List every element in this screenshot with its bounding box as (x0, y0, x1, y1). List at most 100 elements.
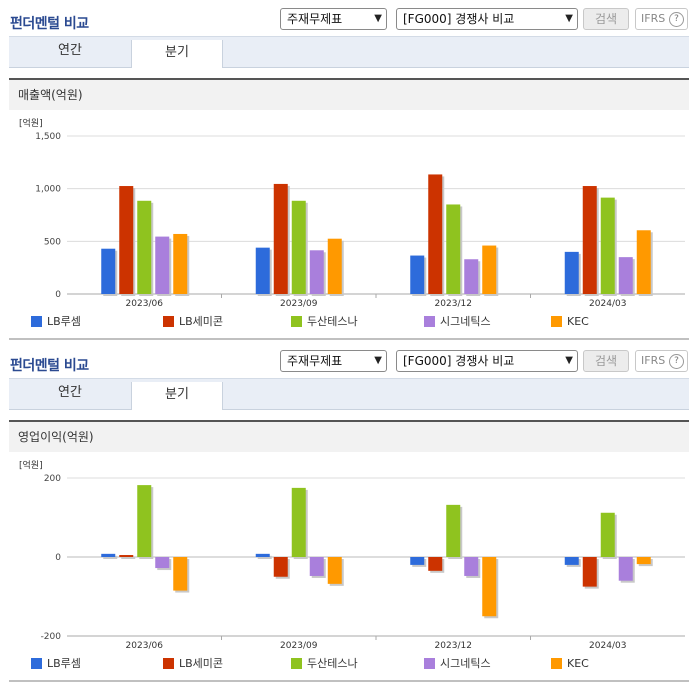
legend-swatch (424, 316, 435, 327)
revenue-chart: [억원] 0 500 1,000 1,500 2023/06 2023/09 2023/12 2… (19, 117, 685, 309)
bar (119, 555, 134, 557)
legend-swatch (31, 658, 42, 669)
bar (101, 248, 116, 294)
bar (446, 204, 461, 294)
y-tick-label: 200 (44, 474, 61, 484)
y-tick-label: 1,000 (35, 185, 61, 195)
ifrs-help-button[interactable]: IFRS ? (635, 8, 688, 30)
bar (155, 557, 170, 569)
legend-swatch (291, 658, 302, 669)
chevron-down-icon: ▼ (374, 13, 382, 24)
bar (428, 557, 443, 571)
chart-legend: LB루셈 LB세미콘 두산테스나 시그네틱스 KEC (9, 654, 689, 674)
y-tick-label: 0 (55, 553, 61, 563)
operating-profit-chart: [억원] -200 0 200 2023/06 2023/09 2023/12 2024/03 (19, 459, 685, 651)
legend-label: LB루셈 (47, 315, 81, 328)
question-icon: ? (669, 12, 684, 27)
statement-type-value: 주재무제표 (287, 354, 343, 368)
legend-label: KEC (567, 657, 589, 670)
bar (464, 259, 479, 294)
bar (137, 485, 152, 557)
bar (564, 557, 579, 565)
tab-annual[interactable]: 연간 (58, 43, 82, 58)
ifrs-label: IFRS (641, 12, 666, 25)
legend-swatch (163, 658, 174, 669)
x-tick-label: 2023/06 (126, 299, 164, 309)
peer-group-value: [FG000] 경쟁사 비교 (403, 12, 515, 26)
bar (636, 230, 651, 294)
tab-annual[interactable]: 연간 (58, 385, 82, 400)
y-tick-label: 500 (44, 237, 61, 247)
chart-label: 매출액(억원) (9, 80, 689, 110)
ifrs-help-button[interactable]: IFRS ? (635, 350, 688, 372)
legend-label: KEC (567, 315, 589, 328)
fundamental-panel-revenue: 펀더멘털 비교 주재무제표 ▼ [FG000] 경쟁사 비교 ▼ 검색 IFRS… (0, 0, 696, 340)
fundamental-panel-operating-profit: 펀더멘털 비교 주재무제표 ▼ [FG000] 경쟁사 비교 ▼ 검색 IFRS… (0, 342, 696, 684)
legend-label: LB세미콘 (179, 315, 224, 328)
y-unit-label: [억원] (19, 459, 43, 471)
search-button[interactable]: 검색 (583, 350, 629, 372)
bar (582, 557, 597, 587)
legend-swatch (291, 316, 302, 327)
bar (173, 557, 188, 591)
bar (101, 553, 116, 557)
bar (291, 487, 306, 557)
panel-title: 펀더멘털 비교 (10, 358, 89, 374)
statement-type-select[interactable]: 주재무제표 ▼ (280, 350, 387, 372)
bar (309, 557, 324, 576)
chart-legend: LB루셈 LB세미콘 두산테스나 시그네틱스 KEC (9, 312, 689, 332)
x-tick-label: 2023/06 (126, 641, 164, 651)
tab-quarterly[interactable]: 분기 (131, 40, 223, 68)
panel-header: 펀더멘털 비교 주재무제표 ▼ [FG000] 경쟁사 비교 ▼ 검색 IFRS… (0, 0, 696, 36)
legend-label: 시그네틱스 (440, 315, 491, 328)
legend-label: LB루셈 (47, 657, 81, 670)
x-tick-label: 2023/09 (280, 641, 318, 651)
bar (155, 236, 170, 294)
bar (173, 233, 188, 294)
bar (564, 251, 579, 294)
bar (273, 557, 288, 577)
bar (410, 557, 425, 565)
x-tick-label: 2024/03 (589, 641, 626, 651)
x-tick-label: 2024/03 (589, 299, 626, 309)
bar (600, 197, 615, 294)
search-button[interactable]: 검색 (583, 8, 629, 30)
tab-quarterly[interactable]: 분기 (131, 382, 223, 410)
legend-swatch (551, 658, 562, 669)
peer-group-select[interactable]: [FG000] 경쟁사 비교 ▼ (396, 350, 578, 372)
statement-type-select[interactable]: 주재무제표 ▼ (280, 8, 387, 30)
bar (464, 557, 479, 576)
chevron-down-icon: ▼ (565, 355, 573, 366)
legend-label: LB세미콘 (179, 657, 224, 670)
chevron-down-icon: ▼ (565, 13, 573, 24)
bar (446, 504, 461, 557)
y-tick-label: 0 (55, 290, 61, 300)
period-tabs: 연간 분기 (9, 36, 689, 68)
chart-box: 영업이익(억원) [억원] -200 0 200 2023/06 2023/09 2023/… (9, 420, 689, 682)
bar (618, 557, 633, 581)
bar (255, 553, 270, 557)
y-tick-label: 1,500 (35, 132, 61, 142)
peer-group-select[interactable]: [FG000] 경쟁사 비교 ▼ (396, 8, 578, 30)
bar (482, 557, 497, 617)
legend-swatch (163, 316, 174, 327)
bar (618, 257, 633, 294)
bar (482, 245, 497, 294)
bar (291, 200, 306, 294)
bar (600, 512, 615, 557)
statement-type-value: 주재무제표 (287, 12, 343, 26)
bar (636, 557, 651, 565)
bar (137, 200, 152, 294)
bar-shadow (121, 557, 136, 559)
bar (255, 247, 270, 294)
bar (273, 183, 288, 294)
peer-group-value: [FG000] 경쟁사 비교 (403, 354, 515, 368)
ifrs-label: IFRS (641, 354, 666, 367)
period-tabs: 연간 분기 (9, 378, 689, 410)
legend-swatch (551, 316, 562, 327)
panel-header: 펀더멘털 비교 주재무제표 ▼ [FG000] 경쟁사 비교 ▼ 검색 IFRS… (0, 342, 696, 378)
bar (428, 174, 443, 294)
legend-swatch (424, 658, 435, 669)
chart-label: 영업이익(억원) (9, 422, 689, 452)
bar-shadow (257, 555, 272, 559)
